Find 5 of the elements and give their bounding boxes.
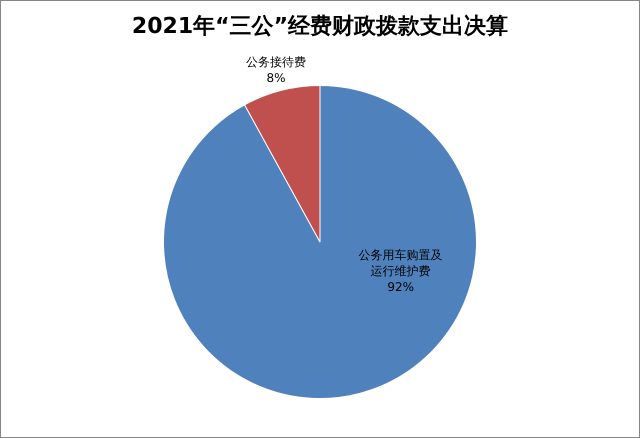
slice-label: 公务用车购置及运行维护费 <box>358 248 443 278</box>
data-label: 92% <box>387 280 414 294</box>
chart-title: 2021年“三公”经费财政拨款支出决算 <box>130 13 510 41</box>
slice-label: 公务接待费 <box>246 54 306 69</box>
data-label: 8% <box>266 70 286 85</box>
